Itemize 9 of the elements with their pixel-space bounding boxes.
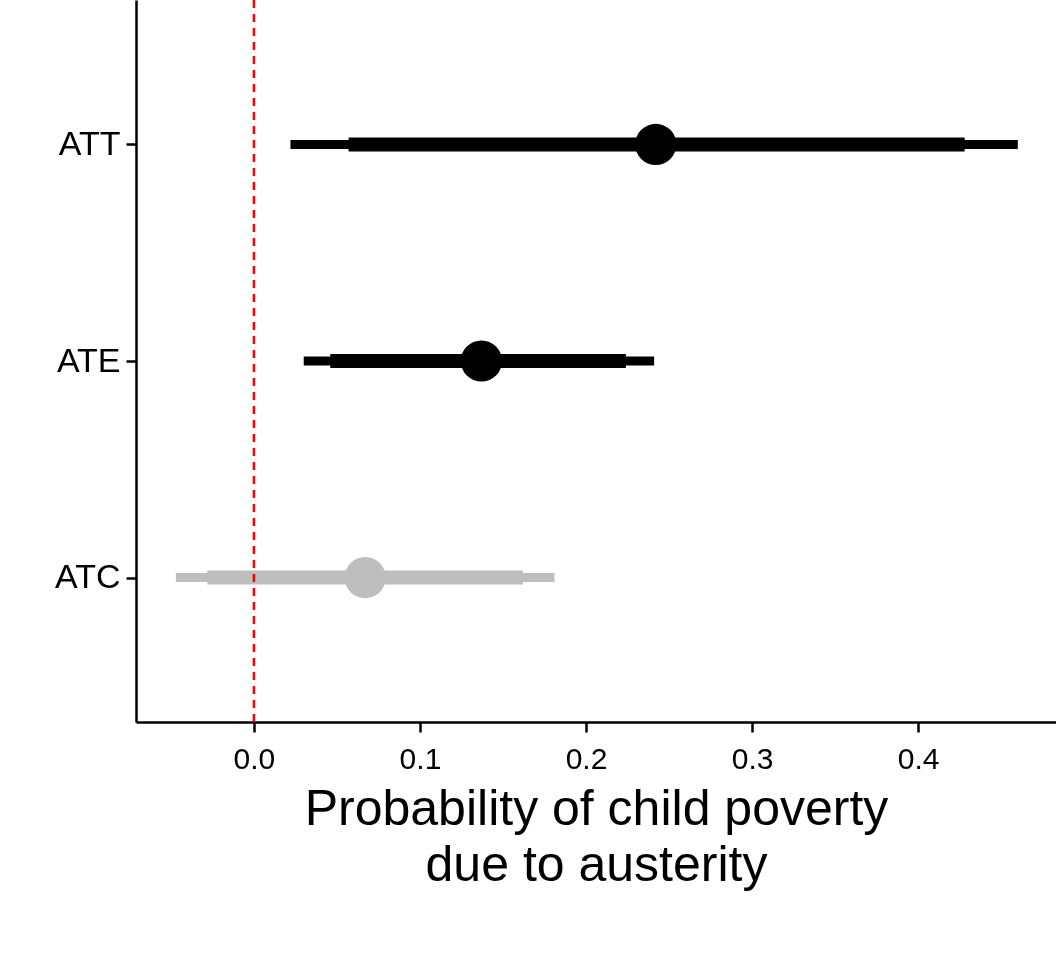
x-tick-label: 0.3 — [731, 741, 774, 775]
x-tick-label: 0.4 — [897, 741, 940, 775]
x-axis-title: Probability of child poverty due to austerity — [304, 779, 889, 892]
y-tick-label: ATC — [55, 557, 121, 596]
x-tick-label: 0.1 — [399, 741, 442, 775]
x-tick-label: 0.2 — [565, 741, 608, 775]
y-tick-label: ATT — [58, 123, 121, 162]
y-tick-label: ATE — [56, 340, 121, 379]
x-tick-label: 0.0 — [233, 741, 276, 775]
